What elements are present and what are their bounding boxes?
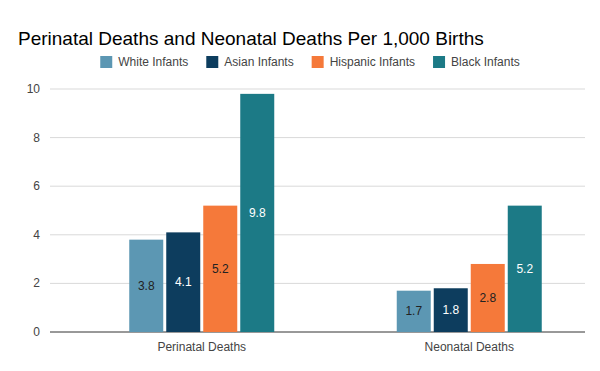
grid-line xyxy=(50,137,585,138)
bar xyxy=(434,288,468,332)
bar xyxy=(471,264,505,332)
data-label: 3.8 xyxy=(138,279,155,293)
x-tick-label: Perinatal Deaths xyxy=(157,340,246,354)
bar xyxy=(240,94,274,332)
legend-swatch xyxy=(312,56,324,68)
bar xyxy=(508,206,542,332)
data-label: 5.2 xyxy=(516,262,533,276)
legend: White Infants Asian Infants Hispanic Infan… xyxy=(100,55,520,69)
data-labels: 3.8 4.1 5.2 9.8 1.7 1.8 2.8 5.2 xyxy=(138,206,534,318)
legend-label: Hispanic Infants xyxy=(330,55,415,69)
legend-swatch xyxy=(206,56,218,68)
bar xyxy=(203,206,237,332)
x-tick-label: Neonatal Deaths xyxy=(425,340,514,354)
grid-line xyxy=(50,234,585,235)
y-tick-label: 2 xyxy=(33,276,40,290)
bar xyxy=(397,291,431,332)
grid-line xyxy=(50,186,585,187)
background xyxy=(0,0,600,371)
title: Perinatal Deaths and Neonatal Deaths Per… xyxy=(18,28,484,49)
data-label: 2.8 xyxy=(479,291,496,305)
bar xyxy=(166,232,200,332)
legend-swatch xyxy=(433,56,445,68)
y-tick-label: 0 xyxy=(33,325,40,339)
legend-label: Black Infants xyxy=(451,55,520,69)
data-label: 1.8 xyxy=(442,303,459,317)
bars xyxy=(129,94,542,332)
data-label: 9.8 xyxy=(249,206,266,220)
legend-swatch xyxy=(100,56,112,68)
bar xyxy=(129,240,163,332)
grid-line xyxy=(50,89,585,90)
data-label: 5.2 xyxy=(212,262,229,276)
y-tick-label: 6 xyxy=(33,179,40,193)
y-tick-label: 4 xyxy=(33,228,40,242)
chart: Perinatal Deaths and Neonatal Deaths Per… xyxy=(0,0,600,371)
legend-label: White Infants xyxy=(118,55,188,69)
data-label: 1.7 xyxy=(405,304,422,318)
y-tick-label: 10 xyxy=(27,82,41,96)
legend-label: Asian Infants xyxy=(224,55,293,69)
data-label: 4.1 xyxy=(175,275,192,289)
y-tick-label: 8 xyxy=(33,131,40,145)
